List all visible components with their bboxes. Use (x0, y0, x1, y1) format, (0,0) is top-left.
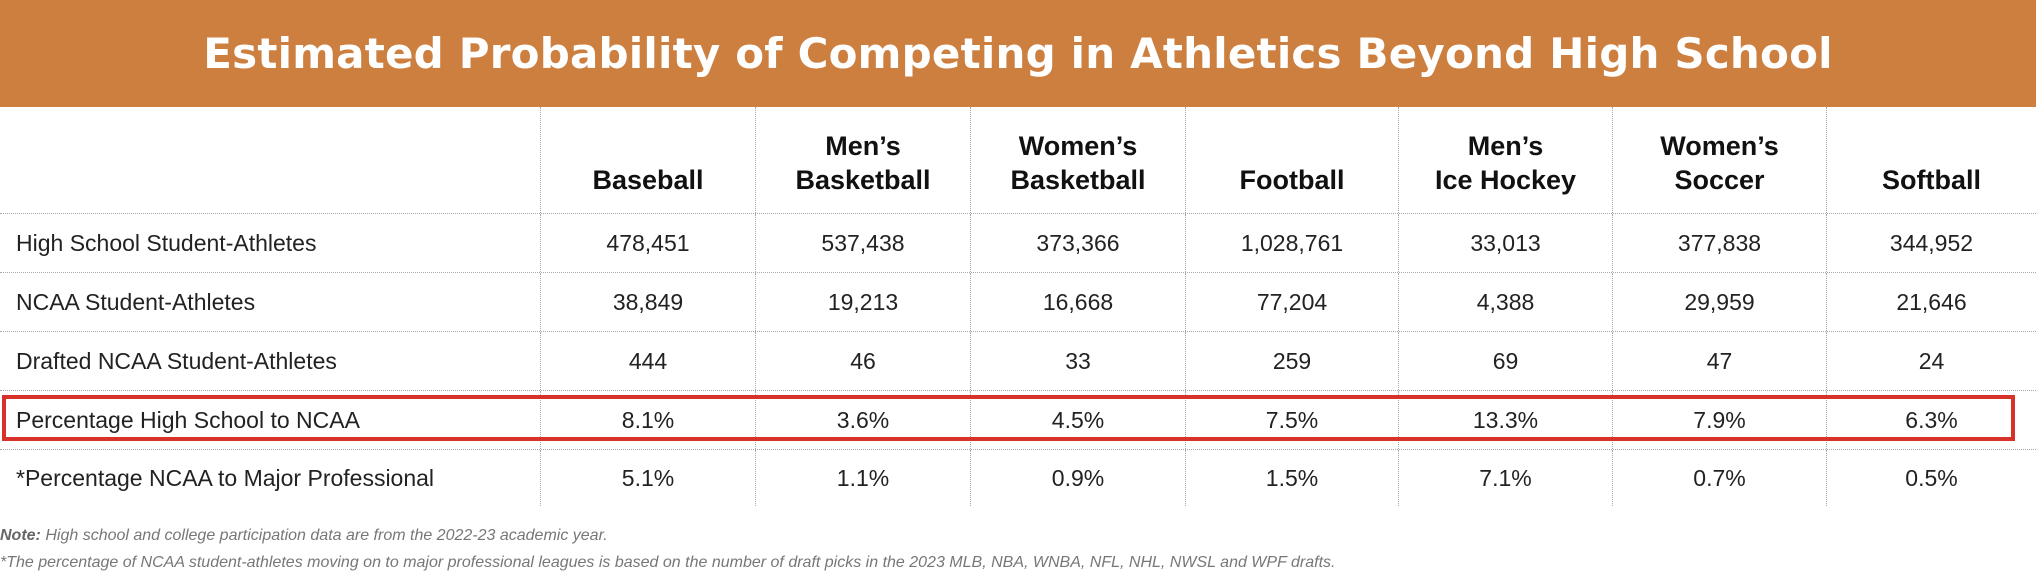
table-cell: 69 (1398, 332, 1612, 390)
table-cell: 0.9% (970, 450, 1185, 506)
table-cell: 8.1% (540, 391, 755, 449)
table-row-highlighted: Percentage High School to NCAA 8.1% 3.6%… (0, 391, 2036, 450)
row-label: Percentage High School to NCAA (16, 406, 360, 433)
table-cell: 4.5% (970, 391, 1185, 449)
table-cell: 5.1% (540, 450, 755, 506)
table-row: *Percentage NCAA to Major Professional 5… (0, 450, 2036, 506)
table-cell: 478,451 (540, 214, 755, 272)
column-header: Women’s Soccer (1612, 107, 1826, 213)
table-cell: 1,028,761 (1185, 214, 1398, 272)
table-cell: 7.5% (1185, 391, 1398, 449)
table-cell: 4,388 (1398, 273, 1612, 331)
table-cell: 47 (1612, 332, 1826, 390)
table-row: High School Student-Athletes 478,451 537… (0, 214, 2036, 273)
column-header: Men’s Ice Hockey (1398, 107, 1612, 213)
table-cell: 377,838 (1612, 214, 1826, 272)
table-row: Drafted NCAA Student-Athletes 444 46 33 … (0, 332, 2036, 391)
row-label: *Percentage NCAA to Major Professional (16, 464, 435, 491)
table-cell: 29,959 (1612, 273, 1826, 331)
note-label: Note: (0, 527, 41, 544)
table-cell: 33 (970, 332, 1185, 390)
column-header: Football (1185, 107, 1398, 213)
table-cell: 537,438 (755, 214, 970, 272)
table-cell: 444 (540, 332, 755, 390)
probability-table: Baseball Men’s Basketball Women’s Basket… (0, 107, 2036, 506)
table-cell: 19,213 (755, 273, 970, 331)
table-cell: 13.3% (1398, 391, 1612, 449)
note-text: High school and college participation da… (40, 527, 608, 544)
column-header: Softball (1826, 107, 2036, 213)
table-cell: 46 (755, 332, 970, 390)
column-header: Baseball (540, 107, 755, 213)
table-cell: 6.3% (1826, 391, 2036, 449)
row-label: High School Student-Athletes (16, 229, 317, 256)
table-cell: 24 (1826, 332, 2036, 390)
header-empty-cell (0, 107, 540, 213)
column-header: Men’s Basketball (755, 107, 970, 213)
table-cell: 7.1% (1398, 450, 1612, 506)
table-cell: 0.5% (1826, 450, 2036, 506)
table-cell: 38,849 (540, 273, 755, 331)
table-cell: 1.5% (1185, 450, 1398, 506)
row-label: Drafted NCAA Student-Athletes (16, 347, 337, 374)
table-cell: 373,366 (970, 214, 1185, 272)
table-cell: 0.7% (1612, 450, 1826, 506)
table-header-row: Baseball Men’s Basketball Women’s Basket… (0, 107, 2036, 214)
table-cell: 33,013 (1398, 214, 1612, 272)
table-cell: 21,646 (1826, 273, 2036, 331)
column-header: Women’s Basketball (970, 107, 1185, 213)
page-title: Estimated Probability of Competing in At… (203, 29, 1833, 78)
table-cell: 259 (1185, 332, 1398, 390)
note-line: Note: High school and college participat… (0, 522, 1335, 549)
table-row: NCAA Student-Athletes 38,849 19,213 16,6… (0, 273, 2036, 332)
row-label: NCAA Student-Athletes (16, 288, 256, 315)
table-cell: 7.9% (1612, 391, 1826, 449)
title-band: Estimated Probability of Competing in At… (0, 0, 2036, 107)
table-cell: 1.1% (755, 450, 970, 506)
footnotes: Note: High school and college participat… (0, 522, 1335, 576)
table-cell: 77,204 (1185, 273, 1398, 331)
table-cell: 3.6% (755, 391, 970, 449)
table-cell: 16,668 (970, 273, 1185, 331)
table-cell: 344,952 (1826, 214, 2036, 272)
footnote-line: *The percentage of NCAA student-athletes… (0, 554, 1336, 571)
